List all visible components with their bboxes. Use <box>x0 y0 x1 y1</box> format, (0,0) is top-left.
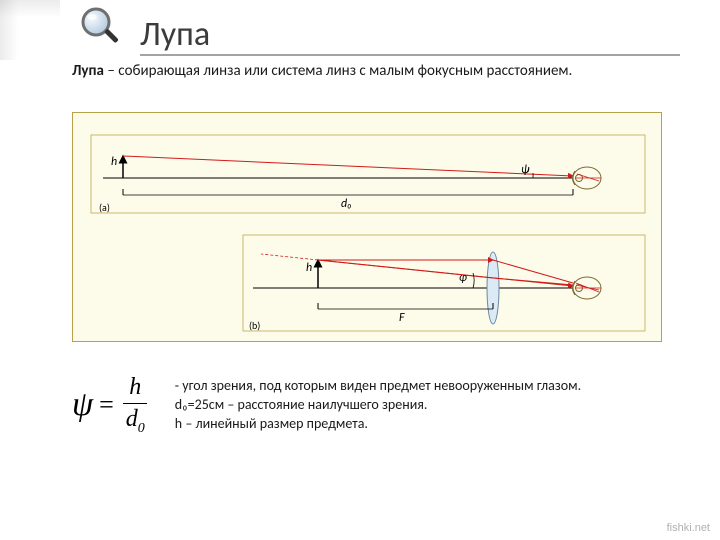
watermark: fishki.net <box>667 522 710 534</box>
formula-denominator: d0 <box>120 404 151 437</box>
formula: ψ = h d0 <box>72 374 151 437</box>
svg-text:d₀: d₀ <box>341 197 352 211</box>
optics-diagram-panel: h ψ d₀ (a) h <box>72 112 662 342</box>
svg-text:ψ: ψ <box>521 163 530 177</box>
title-underline <box>140 54 680 56</box>
formula-eq: = <box>99 390 114 420</box>
slide-corner-decoration <box>0 0 60 60</box>
formula-fraction: h d0 <box>120 374 151 437</box>
formula-lhs: ψ <box>72 386 93 424</box>
definition-rest: – собирающая линза или система линз с ма… <box>104 62 572 80</box>
definition-term: Лупа <box>72 62 104 80</box>
svg-text:(a): (a) <box>99 201 110 214</box>
explanation-line-2: d₀=25см – расстояние наилучшего зрения. <box>175 396 581 415</box>
formula-numerator: h <box>123 374 147 404</box>
formula-and-explanation: ψ = h d0 - угол зрения, под которым виде… <box>72 374 581 437</box>
svg-text:(b): (b) <box>249 319 260 332</box>
explanation-line-3: h – линейный размер предмета. <box>175 415 581 434</box>
svg-text:φ: φ <box>459 271 467 285</box>
optics-diagram-svg: h ψ d₀ (a) h <box>73 113 663 343</box>
svg-text:F: F <box>399 311 405 325</box>
svg-text:h: h <box>111 155 117 169</box>
svg-text:h: h <box>306 261 312 275</box>
page-title: Лупа <box>140 14 210 55</box>
explanation-line-1: - угол зрения, под которым виден предмет… <box>175 377 581 396</box>
definition-text: Лупа – собирающая линза или система линз… <box>72 62 670 81</box>
formula-explanation: - угол зрения, под которым виден предмет… <box>175 377 581 434</box>
magnifier-icon <box>78 4 124 50</box>
